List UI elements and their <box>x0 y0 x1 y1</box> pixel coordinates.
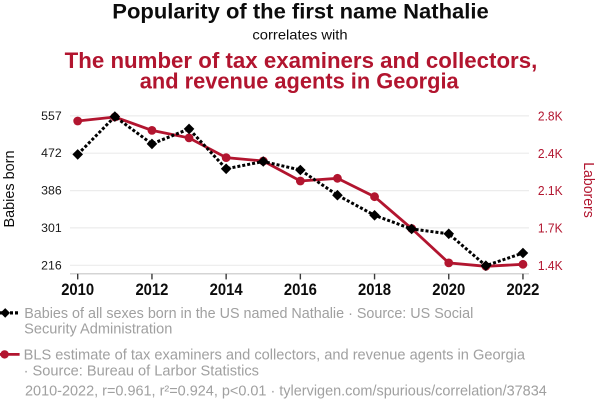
svg-text:2.8K: 2.8K <box>538 110 563 124</box>
svg-text:2012: 2012 <box>135 281 168 299</box>
svg-text:Popularity of the first name N: Popularity of the first name Nathalie <box>112 1 488 24</box>
svg-text:Babies born: Babies born <box>2 151 18 228</box>
svg-text:and revenue agents in Georgia: and revenue agents in Georgia <box>140 68 460 93</box>
svg-text:557: 557 <box>41 109 62 123</box>
svg-text:The number of tax examiners an: The number of tax examiners and collecto… <box>65 48 538 73</box>
svg-text:· Source: Bureau of Larbor Sta: · Source: Bureau of Larbor Statistics <box>24 364 259 380</box>
svg-text:2016: 2016 <box>284 281 317 299</box>
svg-text:2.4K: 2.4K <box>538 147 563 161</box>
svg-text:BLS estimate of tax examiners: BLS estimate of tax examiners and collec… <box>24 347 525 363</box>
svg-text:2020: 2020 <box>432 281 465 299</box>
svg-text:2010: 2010 <box>61 281 94 299</box>
svg-text:2022: 2022 <box>506 281 539 299</box>
svg-text:2014: 2014 <box>210 281 244 299</box>
svg-text:Laborers: Laborers <box>580 162 596 218</box>
svg-text:1.4K: 1.4K <box>538 259 563 273</box>
svg-text:472: 472 <box>41 146 62 160</box>
svg-text:Security Administration: Security Administration <box>24 322 172 338</box>
svg-text:301: 301 <box>41 221 62 235</box>
svg-text:386: 386 <box>41 184 62 198</box>
svg-text:216: 216 <box>41 258 62 272</box>
svg-text:2010-2022, r=0.961, r²=0.924,: 2010-2022, r=0.961, r²=0.924, p<0.01 · t… <box>25 383 547 399</box>
svg-text:2.1K: 2.1K <box>538 184 563 198</box>
svg-text:2018: 2018 <box>358 281 391 299</box>
svg-text:1.7K: 1.7K <box>538 222 563 236</box>
svg-text:Babies of all sexes born in th: Babies of all sexes born in the US named… <box>24 306 473 322</box>
svg-text:correlates with: correlates with <box>252 27 347 43</box>
